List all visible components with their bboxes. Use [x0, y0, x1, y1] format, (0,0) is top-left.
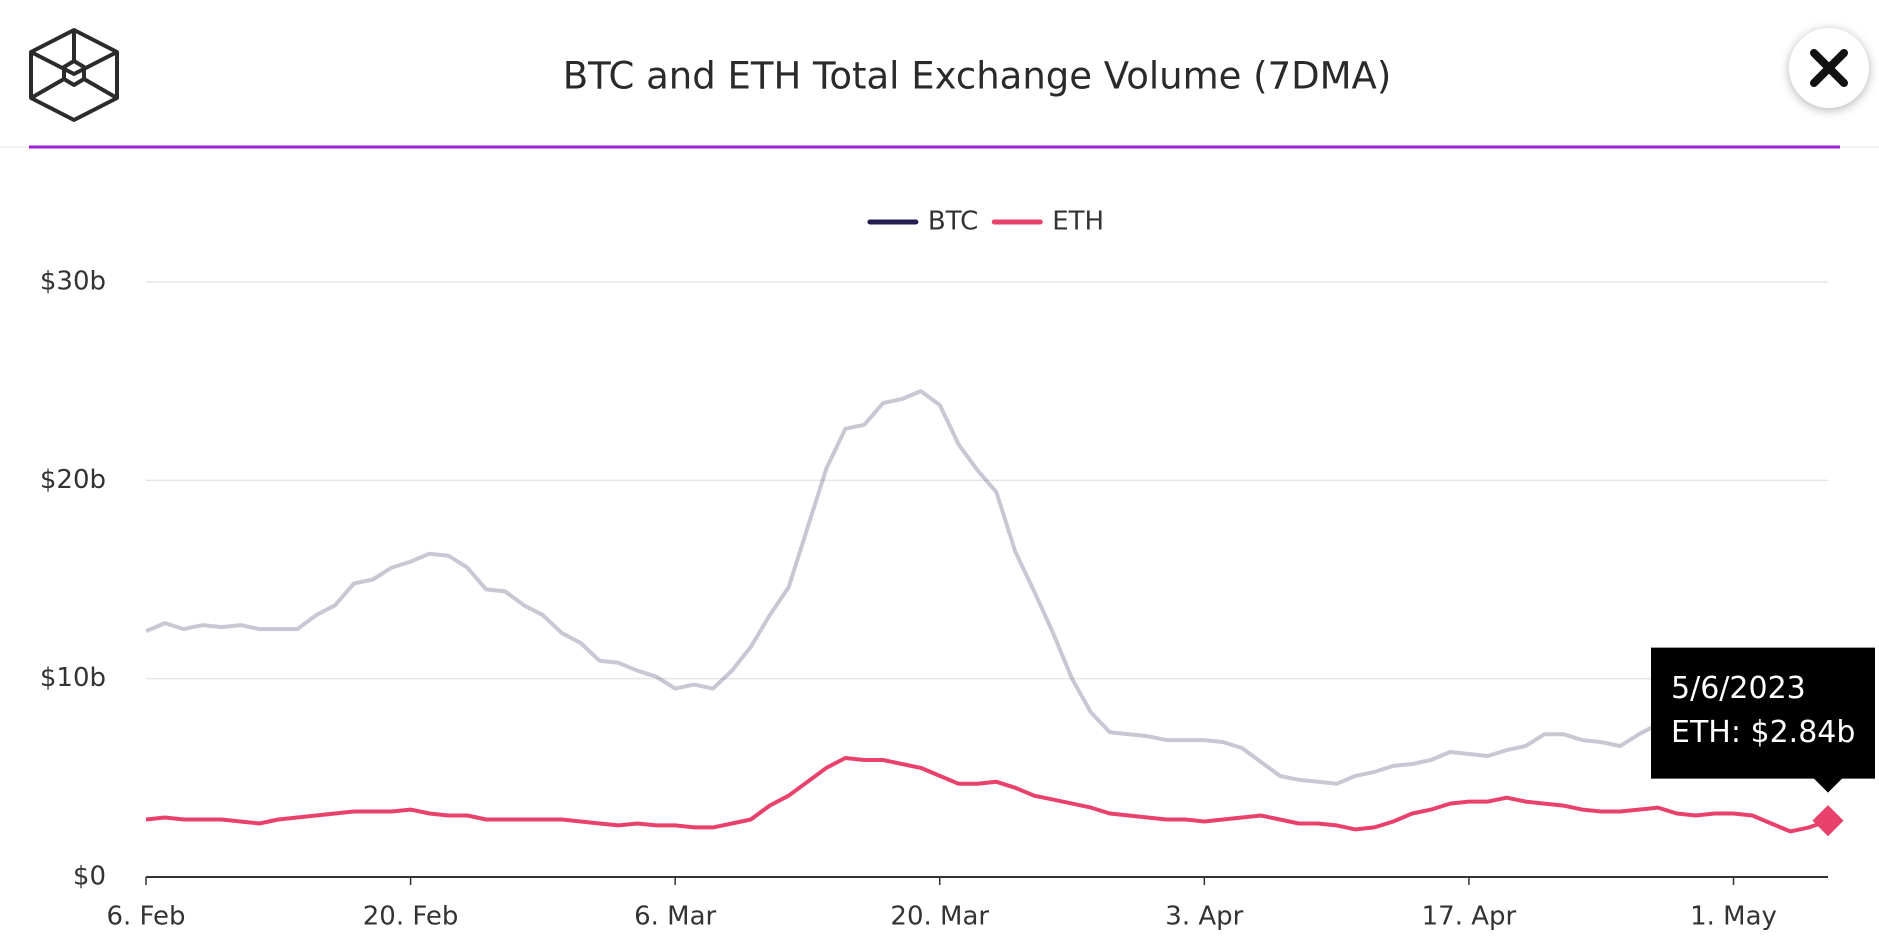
legend-item[interactable]: BTC: [867, 207, 978, 237]
x-tick-label: 6. Feb: [106, 902, 185, 932]
tooltip: 5/6/2023 ETH: $2.84b: [1651, 647, 1875, 793]
x-tick-label: 1. May: [1690, 902, 1777, 932]
legend-label: ETH: [1052, 207, 1104, 237]
x-tick-label: 20. Feb: [363, 902, 459, 932]
tooltip-box: [1651, 647, 1875, 793]
y-tick-label: $10b: [40, 663, 106, 693]
y-tick-label: $20b: [40, 465, 106, 495]
x-tick-label: 3. Apr: [1165, 902, 1243, 932]
tooltip-title: 5/6/2023: [1671, 671, 1806, 706]
plot-area: $0 $10b $20b $30b 6. Feb 20. Feb 6. Mar 20. Mar…: [40, 267, 1875, 932]
legend: BTC ETH: [867, 207, 1104, 237]
hover-marker: [1812, 805, 1844, 837]
series-line[interactable]: [145, 389, 1829, 786]
legend-label: BTC: [928, 207, 978, 237]
y-tick-label: $30b: [40, 267, 106, 297]
series-line[interactable]: [145, 756, 1829, 834]
x-tick-label: 20. Mar: [890, 902, 989, 932]
x-tick-label: 6. Mar: [634, 902, 716, 932]
chart-title: BTC and ETH Total Exchange Volume (7DMA): [563, 55, 1392, 98]
logo: [29, 28, 119, 122]
legend-item[interactable]: ETH: [991, 207, 1104, 237]
tooltip-text: ETH: $2.84b: [1671, 715, 1855, 750]
y-tick-label: $0: [73, 862, 106, 892]
x-tick-label: 17. Apr: [1422, 902, 1517, 932]
close-button[interactable]: [1789, 28, 1869, 108]
